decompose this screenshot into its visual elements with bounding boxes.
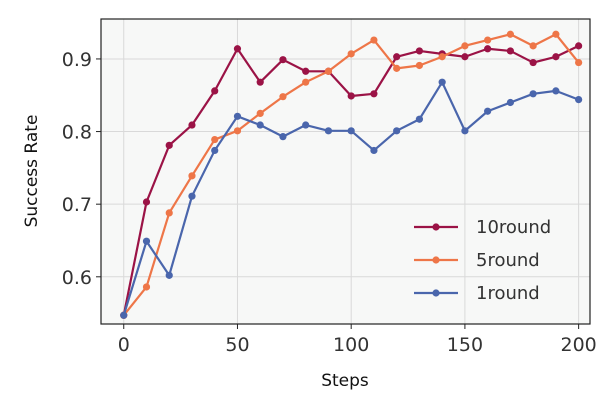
data-point-1round <box>552 87 560 95</box>
data-point-5round <box>233 127 242 135</box>
data-point-1round <box>233 112 242 120</box>
data-point-1round <box>529 90 537 98</box>
legend-swatch-marker <box>432 256 440 264</box>
y-axis-label: Success Rate <box>22 115 42 228</box>
data-point-5round <box>279 93 287 101</box>
data-point-10round <box>302 67 310 75</box>
data-point-1round <box>393 127 401 135</box>
series-layer <box>120 30 583 319</box>
data-point-1round <box>324 127 333 135</box>
data-point-5round <box>142 283 151 291</box>
data-point-10round <box>575 42 583 50</box>
x-tick-label: 50 <box>225 334 249 356</box>
data-point-10round <box>484 45 492 53</box>
x-tick-label: 150 <box>447 334 483 356</box>
data-point-5round <box>438 53 446 61</box>
data-point-1round <box>302 121 310 129</box>
data-point-1round <box>256 121 264 129</box>
legend-label: 10round <box>476 217 551 238</box>
data-point-10round <box>142 198 151 206</box>
y-tick-label: 0.6 <box>62 267 92 289</box>
data-point-5round <box>347 50 355 58</box>
data-point-5round <box>461 42 469 50</box>
legend: 10round 5round 1round <box>414 217 551 304</box>
data-point-10round <box>529 58 537 67</box>
data-point-1round <box>188 192 196 200</box>
legend-item-1round: 1round <box>414 283 540 304</box>
data-point-1round <box>438 78 446 86</box>
data-point-1round <box>211 146 219 155</box>
legend-label: 5round <box>476 250 540 271</box>
y-tick-label: 0.9 <box>62 49 92 71</box>
data-point-1round <box>120 311 128 319</box>
y-axis-ticks: 0.6 0.7 0.8 0.9 <box>62 49 101 289</box>
data-point-1round <box>370 146 378 155</box>
data-point-10round <box>506 47 514 55</box>
x-axis-ticks: 0 50 100 150 200 <box>118 324 597 356</box>
data-point-5round <box>302 78 310 86</box>
plot-background <box>101 19 590 324</box>
legend-swatch-marker <box>432 223 440 231</box>
data-point-10round <box>415 47 424 55</box>
data-point-5round <box>393 64 401 72</box>
data-point-5round <box>256 109 264 118</box>
data-point-5round <box>370 36 378 44</box>
data-point-1round <box>142 237 151 245</box>
legend-item-5round: 5round <box>414 250 540 271</box>
data-point-10round <box>165 141 173 149</box>
plot-frame <box>100 18 591 325</box>
data-point-5round <box>575 58 583 67</box>
legend-swatch-marker <box>432 289 440 297</box>
legend-label: 1round <box>476 283 540 304</box>
data-point-5round <box>484 36 492 44</box>
data-point-1round <box>506 98 514 107</box>
series-1round <box>120 78 583 319</box>
data-point-1round <box>484 107 492 115</box>
data-point-1round <box>415 115 424 123</box>
x-axis-label: Steps <box>321 371 369 391</box>
x-tick-label: 0 <box>118 334 130 356</box>
data-point-5round <box>506 30 514 38</box>
data-point-1round <box>347 127 355 135</box>
data-point-5round <box>165 209 173 217</box>
data-point-10round <box>256 78 264 86</box>
y-tick-label: 0.8 <box>62 122 92 144</box>
data-point-10round <box>461 53 469 61</box>
data-point-1round <box>575 96 583 104</box>
data-point-10round <box>393 53 401 61</box>
data-point-10round <box>370 90 378 98</box>
x-tick-label: 200 <box>560 334 596 356</box>
data-point-10round <box>347 92 355 100</box>
data-point-10round <box>211 87 219 95</box>
data-point-10round <box>188 121 196 129</box>
data-point-5round <box>188 172 196 180</box>
data-point-1round <box>165 271 173 279</box>
data-point-5round <box>324 67 333 75</box>
y-tick-label: 0.7 <box>62 194 92 216</box>
data-point-5round <box>529 42 537 50</box>
data-point-1round <box>279 133 287 141</box>
legend-item-10round: 10round <box>414 217 551 238</box>
data-point-1round <box>461 127 469 135</box>
data-point-5round <box>415 61 424 70</box>
x-tick-label: 100 <box>333 334 369 356</box>
data-point-10round <box>552 53 560 61</box>
data-point-10round <box>279 56 287 64</box>
data-point-10round <box>233 45 242 53</box>
data-point-5round <box>211 135 219 144</box>
data-point-5round <box>552 30 560 38</box>
